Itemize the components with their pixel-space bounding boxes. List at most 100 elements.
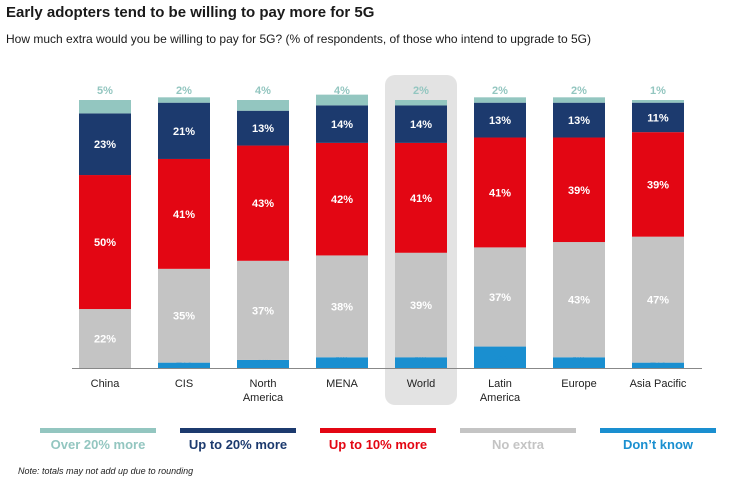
- bar-segment: [474, 102, 526, 138]
- data-label: 35%: [173, 311, 195, 323]
- data-label: 14%: [410, 119, 432, 131]
- category-label: North: [250, 378, 277, 390]
- bar-segment: [632, 102, 684, 133]
- data-label: 50%: [94, 237, 116, 249]
- bar-segment: [237, 260, 289, 360]
- data-label: 11%: [647, 112, 669, 124]
- data-label: 47%: [647, 295, 669, 307]
- data-label: 38%: [331, 301, 353, 313]
- legend-swatch: [40, 428, 156, 433]
- legend-item: Don’t know: [598, 428, 718, 452]
- legend-label: Don’t know: [622, 437, 694, 452]
- bar-segment: [316, 255, 368, 358]
- data-label: 21%: [173, 126, 195, 138]
- bar-segment: [632, 132, 684, 237]
- legend-item: Over 20% more: [38, 428, 158, 452]
- category-label: Asia Pacific: [630, 378, 687, 390]
- data-label: 39%: [410, 300, 432, 312]
- bar-segment: [553, 357, 605, 368]
- legend-label: Up to 20% more: [188, 437, 288, 452]
- data-label: 8%: [492, 354, 508, 366]
- data-label: 5%: [97, 85, 113, 97]
- data-label: 2%: [492, 85, 508, 97]
- bar-segment: [474, 346, 526, 368]
- bar-segment: [553, 102, 605, 138]
- bar-segment: [237, 359, 289, 368]
- legend-swatch: [460, 428, 576, 433]
- category-label: MENA: [326, 378, 358, 390]
- data-label: 39%: [568, 185, 590, 197]
- footnote: Note: totals may not add up due to round…: [18, 466, 194, 476]
- data-label: 41%: [173, 209, 195, 221]
- bar-segment: [158, 102, 210, 159]
- data-label: 1%: [650, 85, 666, 97]
- legend-item: No extra: [458, 428, 578, 452]
- bar-segment: [158, 362, 210, 368]
- data-label: 13%: [252, 123, 274, 135]
- data-label: 22%: [94, 334, 116, 346]
- bar-segment: [158, 158, 210, 269]
- data-label: 43%: [252, 198, 274, 210]
- bar-segment: [553, 137, 605, 243]
- category-label: America: [243, 392, 284, 404]
- category-label: Europe: [561, 378, 596, 390]
- data-label: 39%: [647, 179, 669, 191]
- bar-segment: [632, 100, 684, 103]
- data-label: 14%: [331, 119, 353, 131]
- data-label: 43%: [568, 295, 590, 307]
- bar-segment: [79, 175, 131, 310]
- data-label: 41%: [410, 193, 432, 205]
- legend-label: Up to 10% more: [328, 437, 428, 452]
- bar-segment: [316, 105, 368, 143]
- data-label: 4%: [334, 85, 350, 97]
- bar-segment: [237, 100, 289, 111]
- bar-segment: [79, 309, 131, 368]
- data-label: 2%: [413, 85, 429, 97]
- data-label: 37%: [252, 305, 274, 317]
- bar-segment: [237, 110, 289, 146]
- bar-segment: [395, 100, 447, 106]
- category-label: World: [407, 378, 436, 390]
- category-label: Latin: [488, 378, 512, 390]
- bar-segment: [553, 242, 605, 358]
- stacked-bar-chart: 0%22%50%23%5%China2%35%41%21%2%CIS3%37%4…: [72, 75, 702, 405]
- data-label: 13%: [568, 115, 590, 127]
- data-label: 4%: [255, 85, 271, 97]
- legend-swatch: [320, 428, 436, 433]
- data-label: 13%: [489, 115, 511, 127]
- data-label: 23%: [94, 139, 116, 151]
- bar-segment: [395, 357, 447, 368]
- chart-title: Early adopters tend to be willing to pay…: [6, 4, 375, 21]
- data-label: 37%: [489, 292, 511, 304]
- bar-segment: [632, 362, 684, 368]
- bar-segment: [395, 105, 447, 143]
- bar-segment: [79, 100, 131, 114]
- bar-segment: [158, 97, 210, 103]
- bar-segment: [474, 97, 526, 103]
- data-label: 41%: [489, 187, 511, 199]
- category-label: CIS: [175, 378, 193, 390]
- category-label: America: [480, 392, 521, 404]
- bar-segment: [79, 113, 131, 176]
- bar-segment: [316, 94, 368, 106]
- legend-item: Up to 10% more: [318, 428, 438, 452]
- legend-label: No extra: [491, 437, 545, 452]
- bar-segment: [237, 145, 289, 261]
- bar-segment: [395, 252, 447, 358]
- data-label: 2%: [571, 85, 587, 97]
- data-label: 2%: [176, 85, 192, 97]
- bar-segment: [632, 236, 684, 363]
- chart-subtitle: How much extra would you be willing to p…: [6, 32, 591, 46]
- bar-segment: [395, 142, 447, 253]
- bar-segment: [316, 142, 368, 256]
- data-label: 42%: [331, 194, 353, 206]
- bar-segment: [474, 247, 526, 347]
- bar-segment: [158, 268, 210, 363]
- bar-segment: [316, 357, 368, 368]
- category-label: China: [91, 378, 121, 390]
- legend-swatch: [180, 428, 296, 433]
- bar-segment: [553, 97, 605, 103]
- legend-swatch: [600, 428, 716, 433]
- bar-segment: [474, 137, 526, 248]
- legend-label: Over 20% more: [50, 437, 146, 452]
